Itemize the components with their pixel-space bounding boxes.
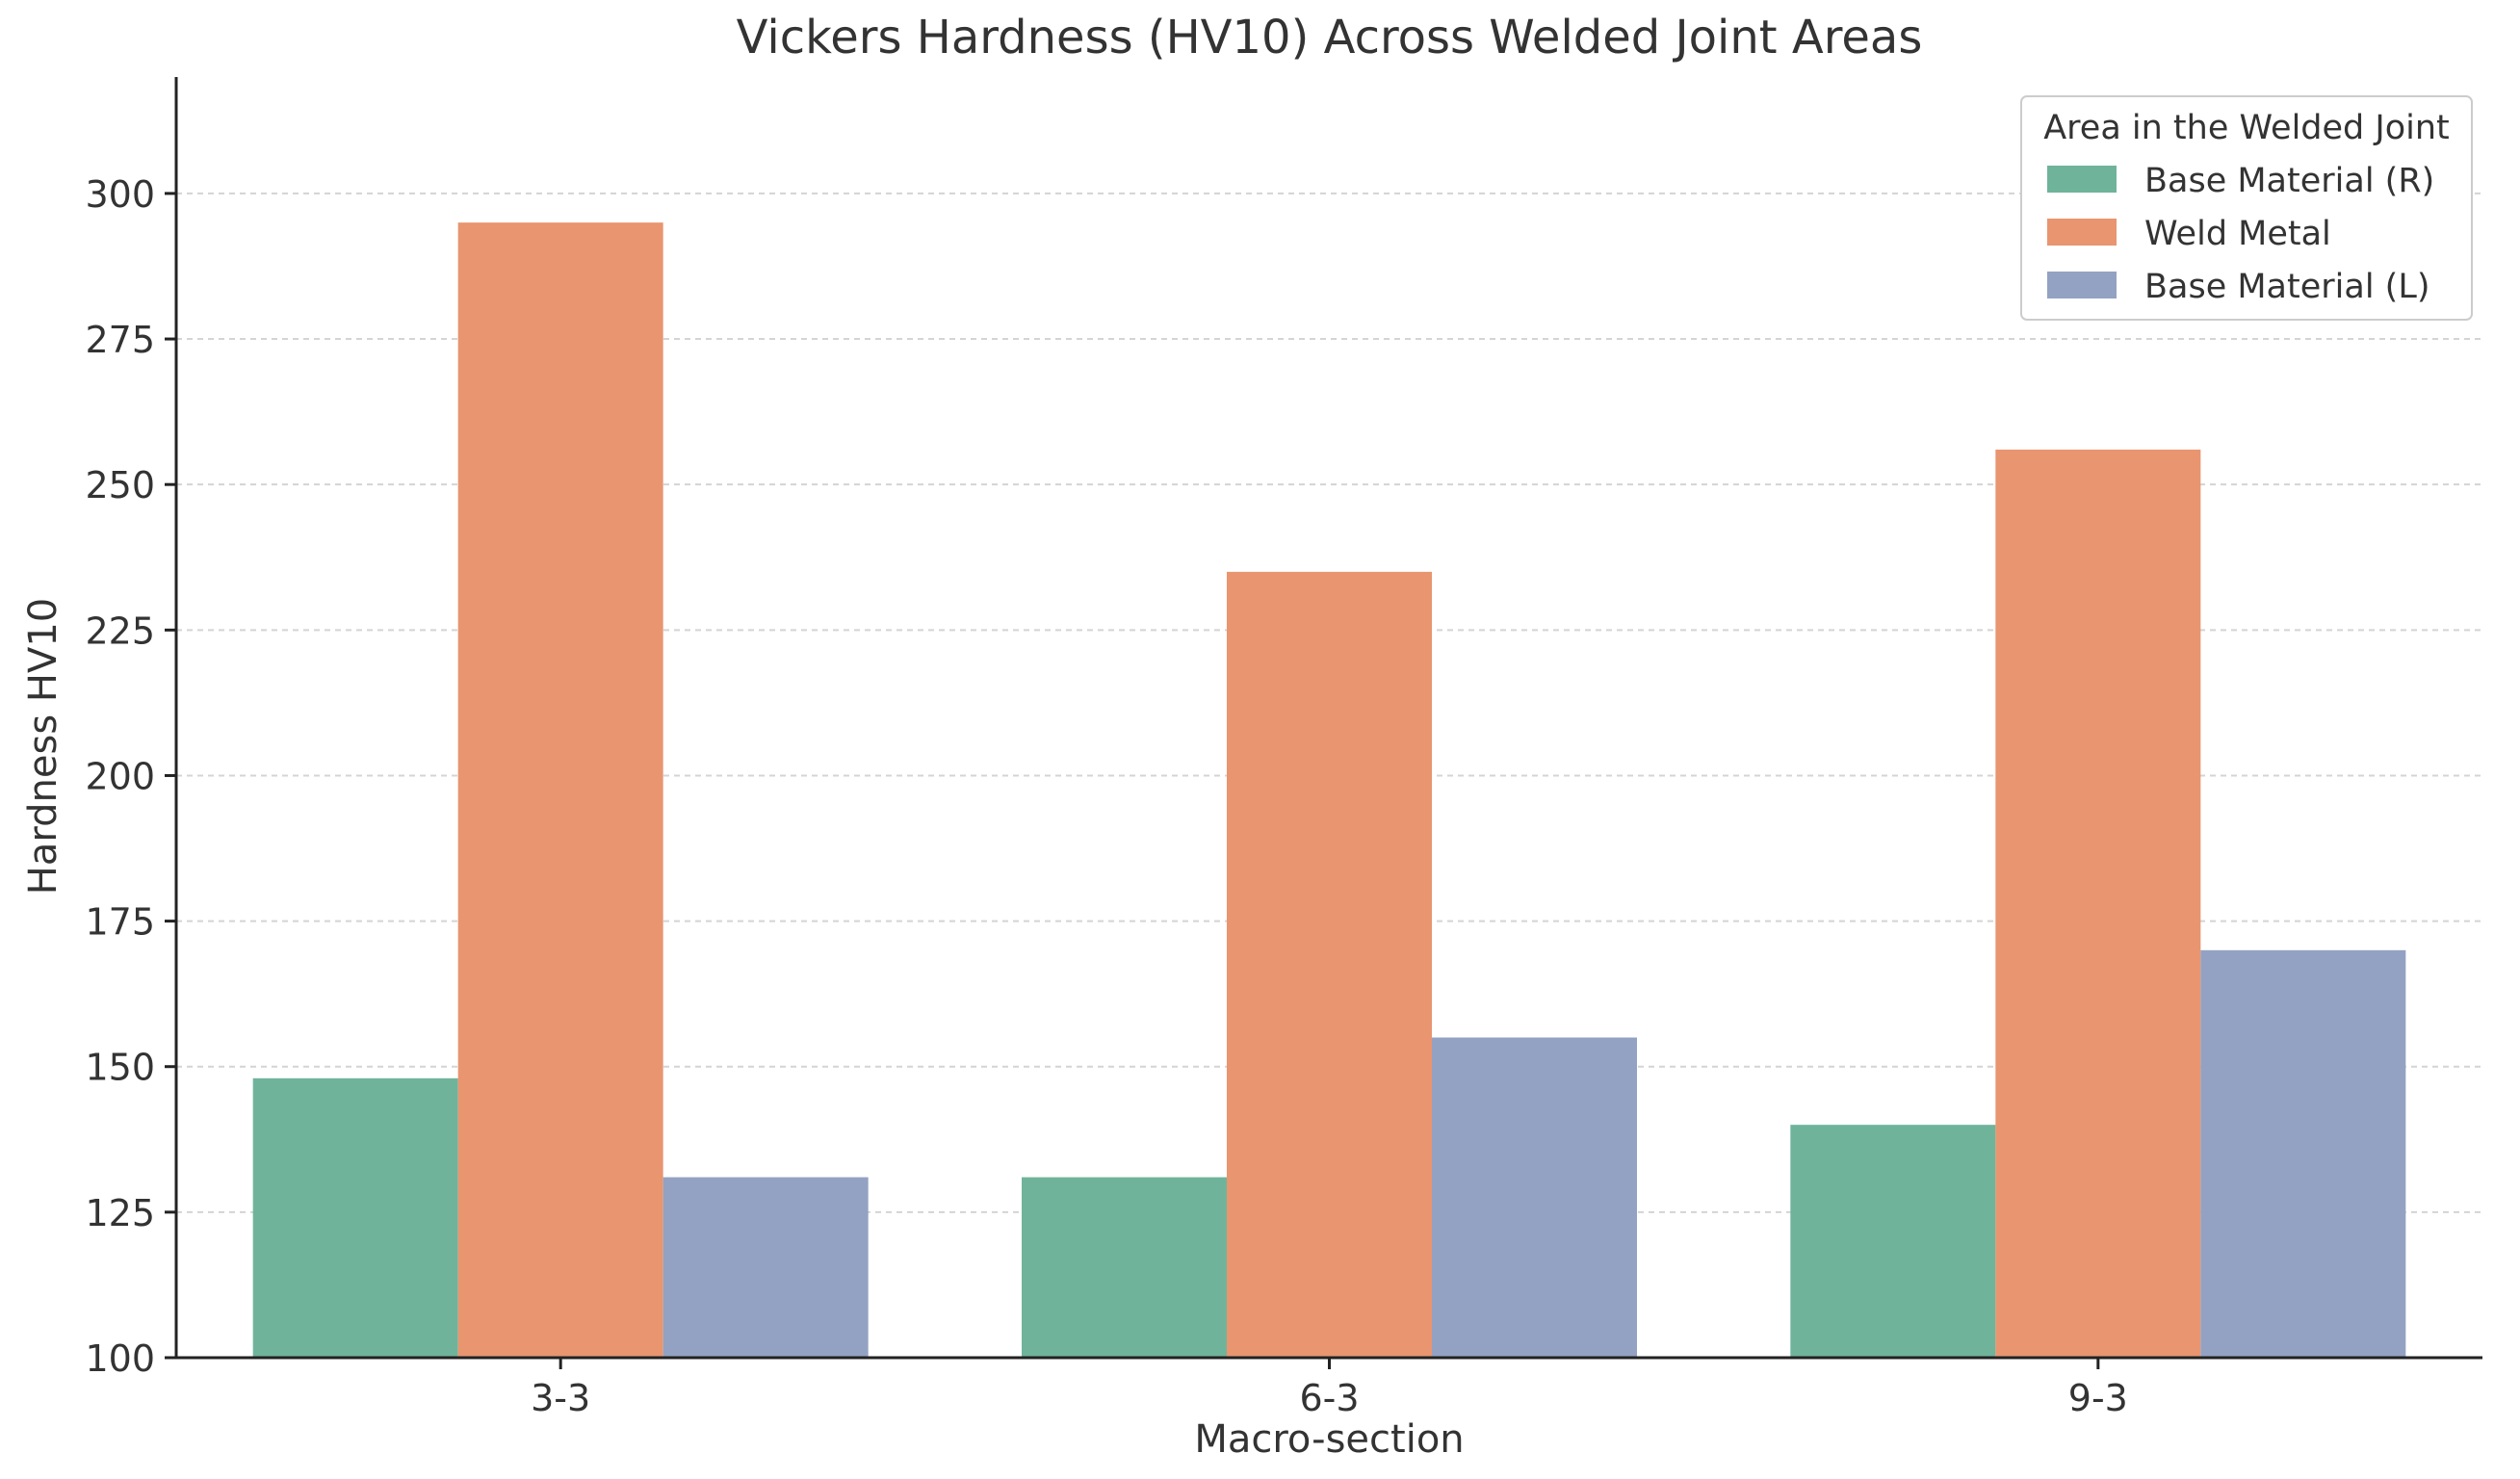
chart-title: Vickers Hardness (HV10) Across Welded Jo… [737, 11, 1923, 65]
bar [1022, 1177, 1227, 1358]
legend-box [2020, 95, 2473, 321]
y-tick-label: 225 [85, 610, 155, 652]
bar [457, 222, 663, 1359]
bar [1432, 1037, 1637, 1358]
bar [662, 1177, 869, 1358]
y-tick-label: 250 [85, 464, 155, 506]
legend: Area in the Welded Joint Base Material (… [2020, 95, 2473, 321]
bar [1995, 449, 2201, 1359]
legend-swatch [2047, 219, 2117, 246]
y-tick-label: 300 [85, 173, 155, 216]
legend-title: Area in the Welded Joint [2043, 109, 2450, 147]
legend-swatch [2047, 272, 2117, 298]
x-axis-label: Macro-section [1194, 1417, 1464, 1462]
y-tick-label: 100 [85, 1337, 155, 1380]
y-tick-label: 150 [85, 1047, 155, 1089]
y-tick-label: 275 [85, 319, 155, 361]
y-tick-label: 125 [85, 1192, 155, 1234]
x-tick-label: 3-3 [531, 1377, 590, 1419]
y-ticks: 100 125 150 175 200 225 250 275 300 [85, 173, 176, 1380]
legend-items: Base Material (R) Weld Metal Base Material… [2047, 162, 2434, 306]
bar [2200, 949, 2406, 1358]
x-tick-label: 6-3 [1299, 1377, 1359, 1419]
y-tick-label: 175 [85, 901, 155, 944]
y-axis-label: Hardness HV10 [21, 598, 65, 895]
bar [252, 1077, 458, 1358]
legend-label: Weld Metal [2144, 215, 2331, 253]
bar [1790, 1125, 1996, 1358]
x-tick-label: 9-3 [2068, 1377, 2128, 1419]
legend-swatch [2047, 166, 2117, 193]
x-ticks: 3-3 6-3 9-3 [531, 1358, 2128, 1419]
legend-label: Base Material (L) [2144, 268, 2429, 306]
bars [252, 222, 2406, 1359]
bar [1227, 571, 1432, 1358]
legend-label: Base Material (R) [2144, 162, 2434, 200]
y-tick-label: 200 [85, 755, 155, 797]
